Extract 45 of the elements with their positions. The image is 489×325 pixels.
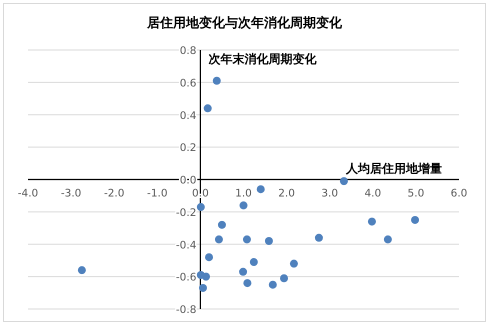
point [280, 274, 288, 282]
point [204, 104, 212, 112]
y-tick-label: 0.6 [180, 77, 197, 90]
x-axis-title: 人均居住用地增量 [345, 162, 442, 176]
point [198, 284, 207, 292]
point [340, 177, 348, 186]
x-tick-label: -1.0 [147, 188, 168, 200]
point [411, 216, 420, 224]
point [78, 266, 86, 274]
y-tick-label: 0.2 [180, 142, 196, 154]
point [290, 260, 298, 268]
point [214, 235, 223, 244]
y-tick-label: -0.8 [176, 304, 196, 316]
x-tick-label: -4.0 [18, 188, 38, 200]
point [212, 76, 221, 85]
point [268, 280, 277, 289]
point [205, 253, 214, 262]
point [242, 235, 251, 244]
y-tick-label: -0.4 [176, 239, 197, 252]
x-tick-label: 2.0 [278, 188, 295, 200]
point [243, 279, 252, 288]
point [314, 234, 323, 242]
point [239, 268, 248, 276]
x-tick-label: -3.0 [60, 188, 82, 200]
point [202, 272, 210, 281]
x-tick-label: -2.0 [104, 188, 124, 200]
point [240, 201, 248, 210]
point [264, 237, 273, 246]
y-axis-title: 次年末消化周期变化 [208, 52, 318, 66]
chart-title: 居住用地变化与次年消化周期变化 [146, 15, 343, 31]
y-tick-label: -0.6 [176, 272, 197, 284]
x-tick-label: 3.0 [321, 188, 338, 200]
x-tick-label: 5.0 [408, 188, 424, 200]
point [368, 218, 376, 226]
point [218, 220, 226, 229]
point [384, 235, 392, 244]
x-tick-label: 6.0 [450, 188, 468, 200]
x-tick-label: 1.0 [235, 188, 252, 200]
point [256, 185, 265, 194]
x-tick-label: 4.0 [364, 188, 382, 200]
point [250, 258, 258, 266]
point [196, 203, 205, 212]
y-tick-label: 0.8 [180, 45, 196, 57]
y-tick-label: -0.2 [176, 206, 196, 219]
y-tick-label: 0.4 [180, 110, 197, 122]
